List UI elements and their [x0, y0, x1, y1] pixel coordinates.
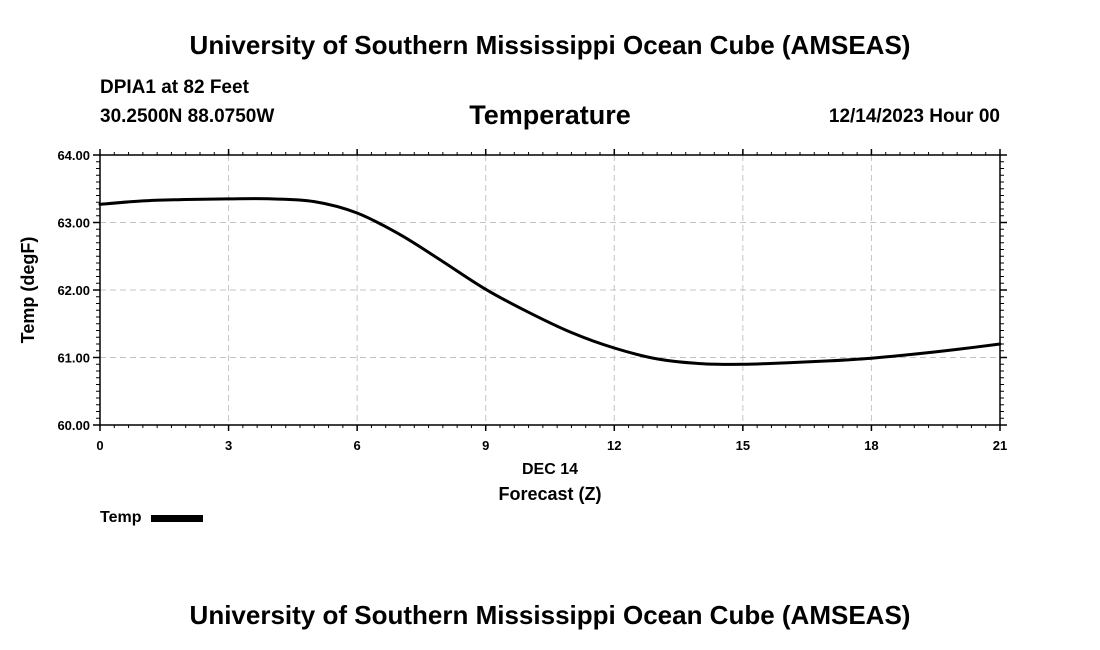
tick-labels: 0 3 6 9 12 15 18 21 60.00 61.00 62.00 63.00 64.00: [57, 148, 1007, 453]
x-tick-label: 0: [96, 438, 103, 453]
y-tick-label: 60.00: [57, 418, 90, 433]
y-axis-title: Temp (degF): [18, 237, 38, 344]
y-tick-label: 61.00: [57, 351, 90, 366]
y-tick-label: 62.00: [57, 283, 90, 298]
x-tick-label: 3: [225, 438, 232, 453]
grid-lines: [100, 155, 1000, 425]
x-tick-label: 12: [607, 438, 621, 453]
chart-title-top: University of Southern Mississippi Ocean…: [189, 30, 911, 60]
chart-title-bottom: University of Southern Mississippi Ocean…: [189, 600, 911, 630]
y-tick-label: 64.00: [57, 148, 90, 163]
x-axis-date-label: DEC 14: [522, 461, 578, 478]
coordinates-label: 30.2500N 88.0750W: [100, 106, 275, 127]
series-line-temp: [98, 197, 1002, 366]
x-axis-title: Forecast (Z): [498, 484, 601, 504]
forecast-datetime: 12/14/2023 Hour 00: [828, 106, 1000, 127]
x-tick-label: 6: [354, 438, 361, 453]
x-tick-label: 15: [736, 438, 750, 453]
variable-title: Temperature: [469, 100, 631, 130]
x-tick-label: 9: [482, 438, 489, 453]
legend: Temp: [100, 509, 204, 527]
plot-frame: [99, 154, 1001, 426]
series-layer: [98, 197, 1002, 366]
x-tick-label: 18: [864, 438, 878, 453]
legend-label: Temp: [100, 509, 142, 526]
y-tick-label: 63.00: [57, 216, 90, 231]
x-tick-label: 21: [993, 438, 1007, 453]
station-label: DPIA1 at 82 Feet: [100, 77, 249, 98]
legend-line-swatch: [151, 514, 204, 522]
